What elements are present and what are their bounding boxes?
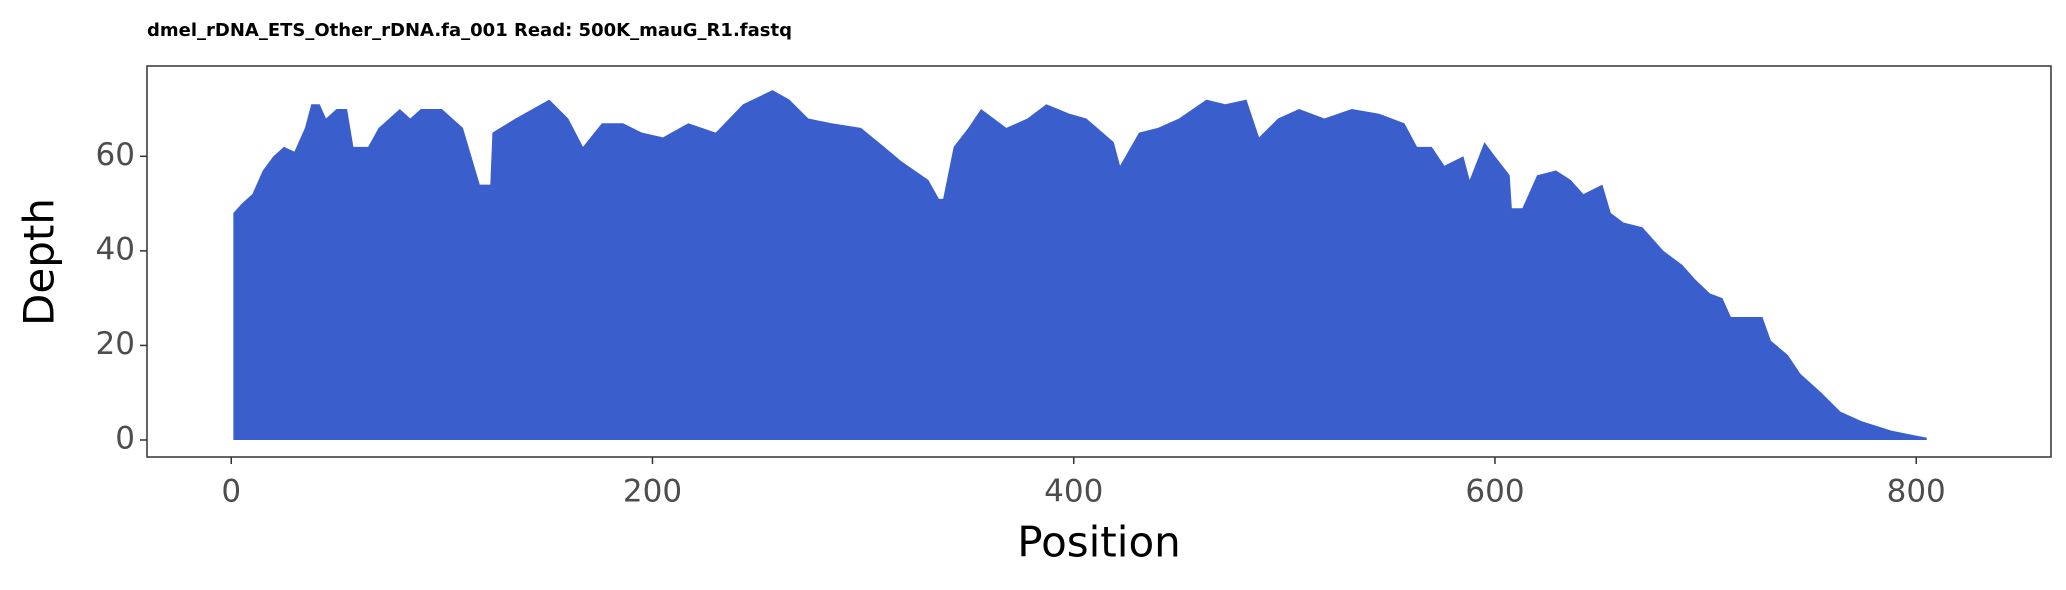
y-tick-label: 40 <box>96 231 135 267</box>
chart-title: dmel_rDNA_ETS_Other_rDNA.fa_001 Read: 50… <box>147 20 792 41</box>
y-tick-label: 0 <box>115 420 135 456</box>
x-tick-label: 800 <box>1887 474 1946 510</box>
x-tick-label: 600 <box>1465 474 1524 510</box>
plot-border <box>146 65 2052 458</box>
x-axis-title: Position <box>1017 518 1181 567</box>
x-tick-label: 400 <box>1044 474 1103 510</box>
y-axis-title: Depth <box>15 198 64 326</box>
x-tick-label: 0 <box>221 474 241 510</box>
x-tick-label: 200 <box>623 474 682 510</box>
area <box>233 90 1927 440</box>
y-tick-label: 20 <box>96 326 135 362</box>
y-tick-label: 60 <box>96 137 135 173</box>
